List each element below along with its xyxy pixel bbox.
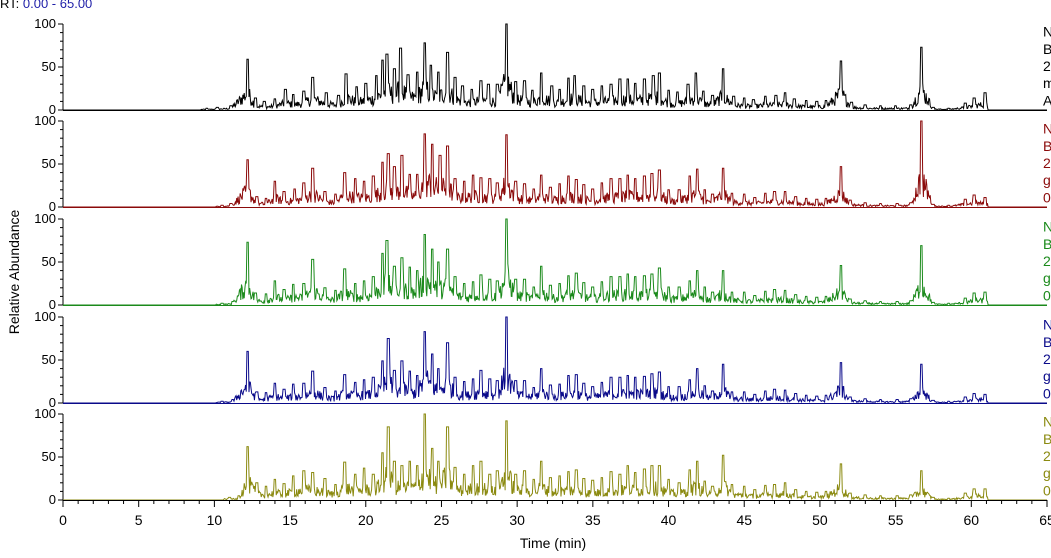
x-tick-label: 40 bbox=[661, 512, 677, 528]
rt-range: 0.00 - 65.00 bbox=[22, 0, 93, 11]
chart-title: RT: 0.00 - 65.00 bbox=[0, 0, 92, 11]
y-tick-label: 0 bbox=[49, 102, 56, 117]
trace-side-label: g bbox=[1043, 270, 1051, 286]
x-tick-label: 20 bbox=[358, 512, 374, 528]
x-axis-label: Time (min) bbox=[520, 535, 586, 551]
trace-side-label: 2 bbox=[1043, 448, 1051, 464]
x-axis: 0 5 10 15 20 25 30 35 40 45 50 55 60 65 bbox=[59, 500, 1051, 528]
x-tick-label: 25 bbox=[434, 512, 450, 528]
chromatogram-trace bbox=[63, 120, 1047, 209]
trace-side-label: 2 bbox=[1043, 155, 1051, 171]
trace-side-label: A bbox=[1043, 92, 1051, 108]
trace-side-label: 2 bbox=[1043, 58, 1051, 74]
trace-side-label: B bbox=[1043, 334, 1051, 350]
y-tick-label: 100 bbox=[34, 309, 56, 324]
y-tick-label: 0 bbox=[49, 199, 56, 214]
plot-layer: 050100NB2mA050100NB2g0050100NB2g0050100N… bbox=[34, 16, 1051, 528]
trace-side-label: B bbox=[1043, 41, 1051, 57]
y-tick-label: 100 bbox=[34, 16, 56, 31]
trace-side-label: N bbox=[1043, 121, 1051, 137]
trace-side-label: g bbox=[1043, 172, 1051, 188]
trace-side-label: 2 bbox=[1043, 351, 1051, 367]
x-tick-label: 30 bbox=[509, 512, 525, 528]
y-tick-label: 100 bbox=[34, 406, 56, 421]
trace-side-label: N bbox=[1043, 414, 1051, 430]
y-tick-label: 100 bbox=[34, 211, 56, 226]
trace-side-label: 0 bbox=[1043, 287, 1051, 303]
x-tick-label: 60 bbox=[964, 512, 980, 528]
y-tick-label: 50 bbox=[42, 156, 56, 171]
chromatogram-trace bbox=[63, 23, 1047, 112]
chromatogram-trace bbox=[63, 413, 1047, 501]
y-tick-label: 0 bbox=[49, 395, 56, 410]
x-tick-label: 5 bbox=[135, 512, 143, 528]
y-tick-label: 0 bbox=[49, 492, 56, 507]
x-tick-label: 35 bbox=[585, 512, 601, 528]
rt-label: RT: bbox=[0, 0, 20, 11]
trace-side-label: B bbox=[1043, 138, 1051, 154]
x-tick-label: 65 bbox=[1039, 512, 1051, 528]
trace-side-label: B bbox=[1043, 236, 1051, 252]
y-tick-label: 50 bbox=[42, 352, 56, 367]
trace-side-label: N bbox=[1043, 24, 1051, 40]
x-tick-label: 50 bbox=[812, 512, 828, 528]
y-axis-label: Relative Abundance bbox=[6, 210, 22, 335]
trace-side-label: 2 bbox=[1043, 253, 1051, 269]
trace-side-label: g bbox=[1043, 368, 1051, 384]
y-tick-label: 100 bbox=[34, 113, 56, 128]
y-tick-label: 50 bbox=[42, 254, 56, 269]
x-tick-label: 55 bbox=[888, 512, 904, 528]
x-tick-label: 15 bbox=[282, 512, 298, 528]
trace-side-label: N bbox=[1043, 317, 1051, 333]
chromatogram-trace bbox=[63, 218, 1047, 306]
trace-side-label: N bbox=[1043, 219, 1051, 235]
x-tick-label: 45 bbox=[736, 512, 752, 528]
trace-side-label: 0 bbox=[1043, 189, 1051, 205]
y-tick-label: 50 bbox=[42, 59, 56, 74]
trace-side-label: 0 bbox=[1043, 482, 1051, 498]
x-tick-label: 0 bbox=[59, 512, 67, 528]
trace-side-label: 0 bbox=[1043, 385, 1051, 401]
trace-side-label: g bbox=[1043, 465, 1051, 481]
y-tick-label: 0 bbox=[49, 297, 56, 312]
y-tick-label: 50 bbox=[42, 449, 56, 464]
chromatogram-trace bbox=[63, 316, 1047, 404]
trace-side-label: B bbox=[1043, 431, 1051, 447]
trace-side-label: m bbox=[1043, 75, 1051, 91]
x-tick-label: 10 bbox=[207, 512, 223, 528]
